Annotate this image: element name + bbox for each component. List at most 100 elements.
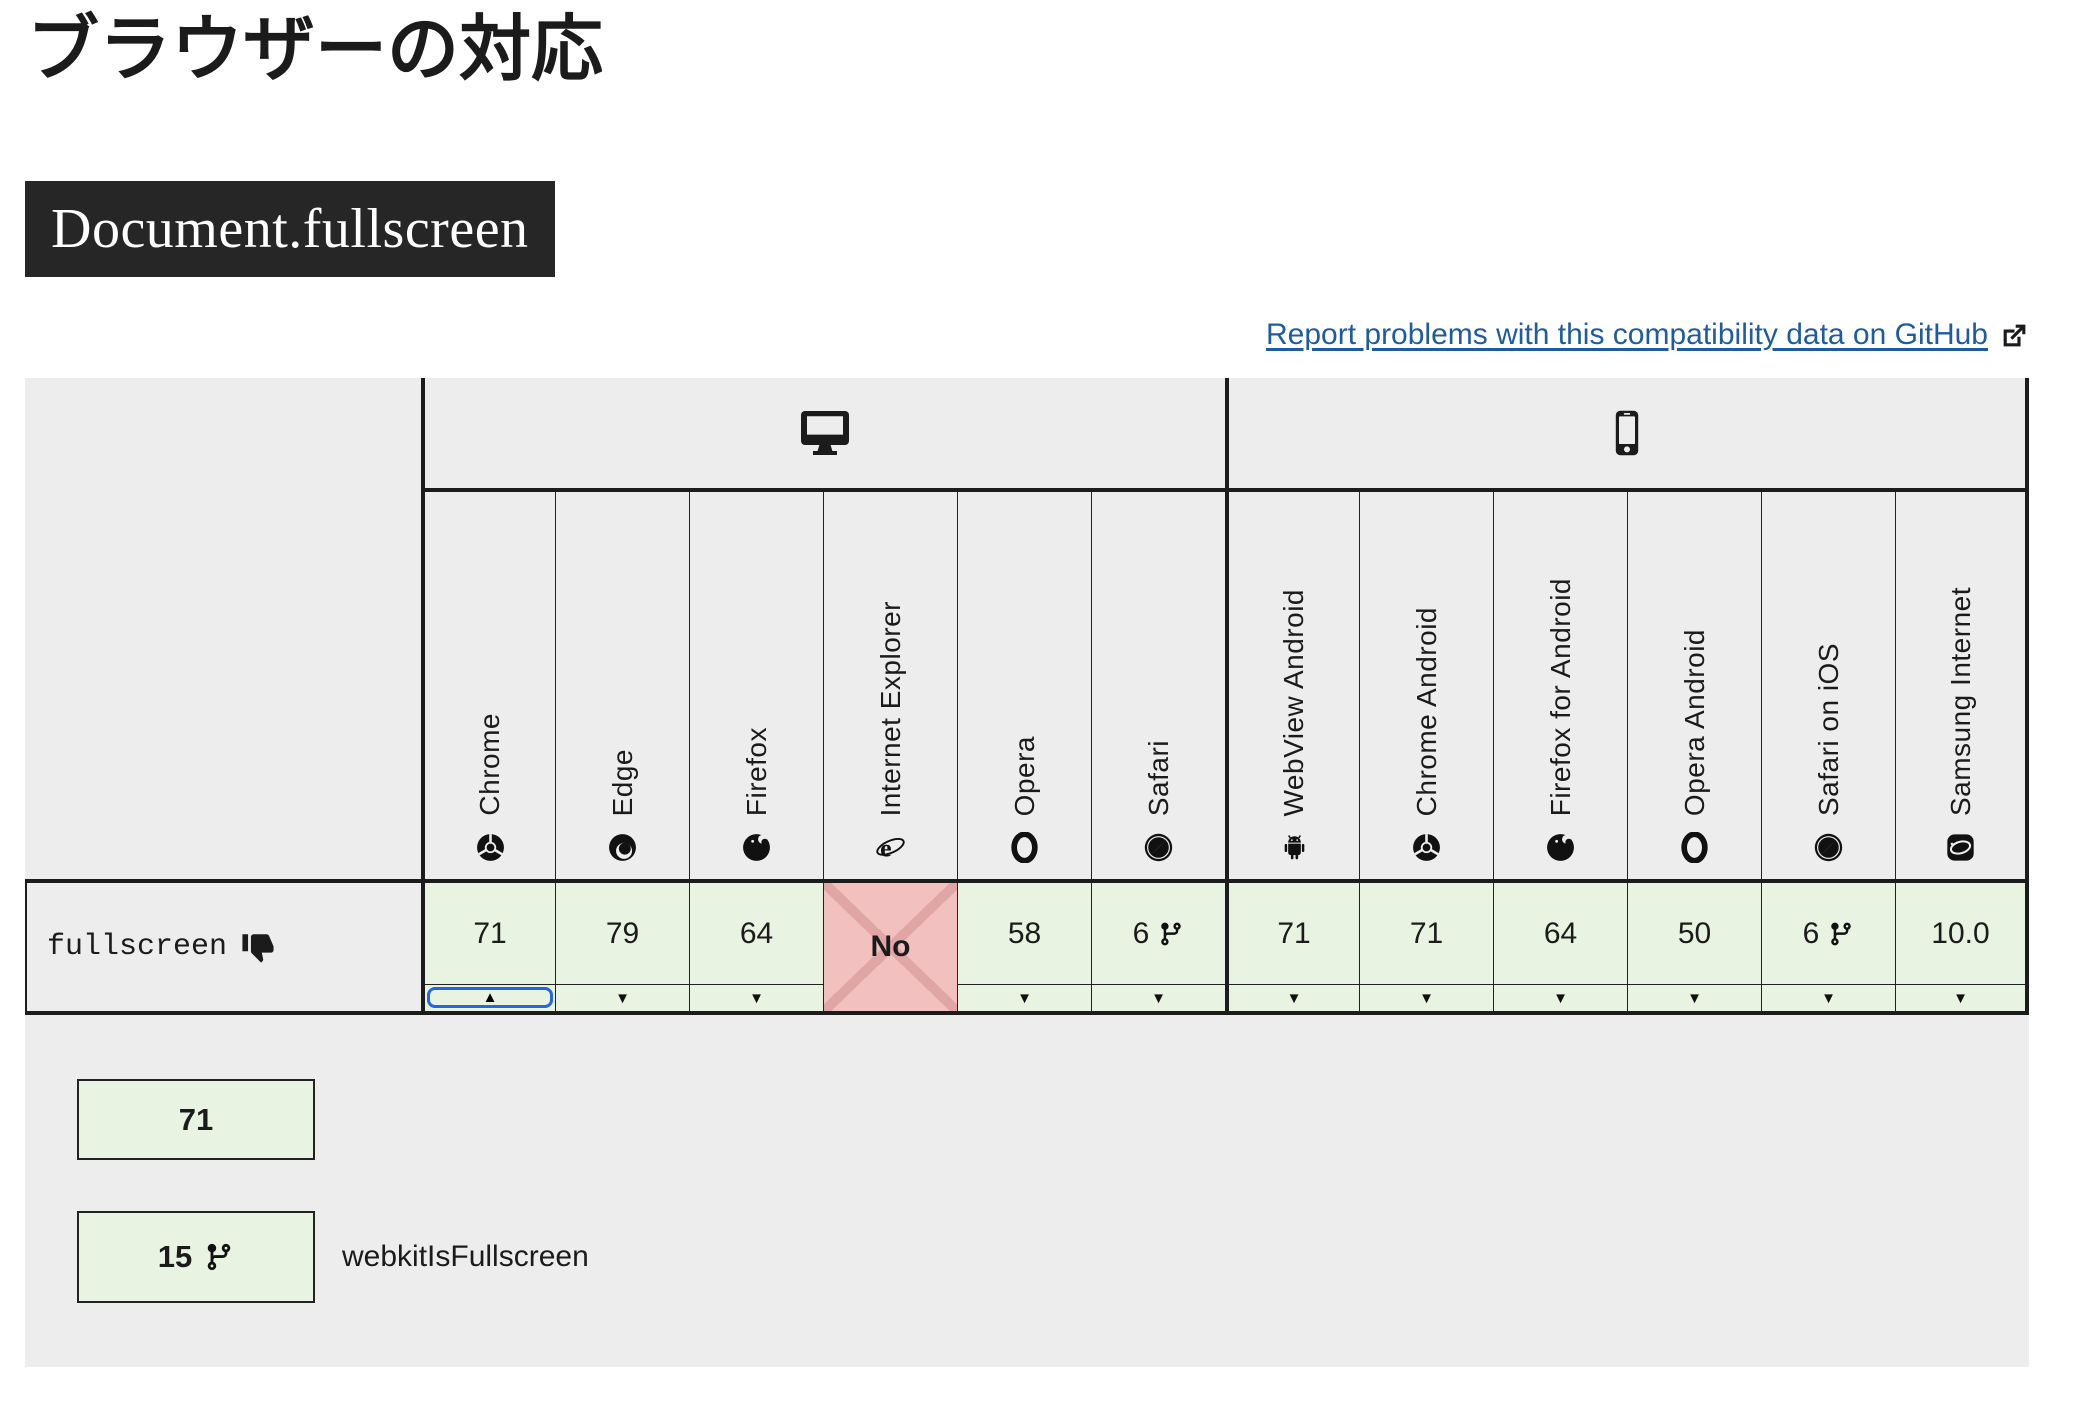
support-version: 79 [605,916,640,950]
expander-cell-opera-android[interactable]: ▼ [1627,985,1761,1015]
alternate-name-icon [1161,922,1182,945]
version-box: 15 [77,1211,315,1303]
corner-blank-cell [25,378,421,492]
support-cell-webview-android[interactable]: 71 [1225,883,1359,985]
triangle-down-icon: ▼ [749,989,764,1007]
support-version: 71 [473,916,507,950]
browser-name: Safari [1142,739,1174,816]
browser-name: Firefox [740,726,772,816]
browser-header-opera-android: Opera Android [1627,492,1761,883]
expander-cell-chrome-android[interactable]: ▼ [1359,985,1493,1015]
platform-header-mobile [1225,378,2029,492]
compat-table: Chrome Edge Firefox [25,378,2029,1015]
triangle-down-icon: ▼ [1687,989,1702,1007]
version-number: 71 [178,1101,214,1137]
api-title-code-box: Document.fullscreen [25,181,555,277]
report-problems-row: Report problems with this compatibility … [1266,318,2029,352]
opera-icon [1011,832,1038,863]
expander-cell-safari-ios[interactable]: ▼ [1761,985,1895,1015]
expander-cell-firefox[interactable]: ▼ [689,985,823,1015]
version-box: 71 [77,1079,315,1160]
mobile-icon [1615,410,1639,456]
support-cell-opera-android[interactable]: 50 [1627,883,1761,985]
triangle-down-icon: ▼ [615,989,630,1007]
browser-name: Edge [606,748,638,816]
triangle-down-icon: ▼ [1151,989,1166,1007]
support-cell-chrome[interactable]: 71 [421,883,555,985]
triangle-down-icon: ▼ [1419,989,1434,1007]
report-problems-link[interactable]: Report problems with this compatibility … [1266,318,1988,351]
browser-name: Firefox for Android [1544,577,1576,816]
page-title: ブラウザーの対応 [27,10,604,90]
browser-header-webview-android: WebView Android [1225,492,1359,883]
external-link-icon [2003,324,2026,346]
support-cell-samsung-internet[interactable]: 10.0 [1895,883,2029,985]
browser-name: Opera Android [1678,628,1710,816]
chrome-icon [476,834,504,861]
browser-name: Samsung Internet [1944,586,1976,816]
expander-cell-samsung-internet[interactable]: ▼ [1895,985,2029,1015]
expander-cell-webview-android[interactable]: ▼ [1225,985,1359,1015]
triangle-down-icon: ▼ [1553,989,1568,1007]
samsung-internet-icon [1947,834,1974,861]
support-version: 64 [1543,916,1578,950]
safari-icon [1144,833,1173,862]
support-cell-firefox[interactable]: 64 [689,883,823,985]
support-version: 71 [1277,916,1311,950]
collapse-button-chrome[interactable]: ▲ [427,987,553,1008]
support-version: 6 [1132,916,1150,950]
support-cell-firefox-android[interactable]: 64 [1493,883,1627,985]
browser-header-samsung-internet: Samsung Internet [1895,492,2029,883]
android-icon [1284,835,1304,860]
browser-header-safari: Safari [1091,492,1225,883]
support-version: No [870,930,911,963]
support-history-item: 71 [77,1015,2029,1160]
support-version: 6 [1802,916,1820,950]
expander-cell-firefox-android[interactable]: ▼ [1493,985,1627,1015]
support-cell-internet-explorer: No [823,883,957,1015]
chrome-icon [1413,834,1440,861]
thumbs-down-deprecated-icon [242,934,274,963]
firefox-icon [1547,834,1574,861]
safari-icon [1814,833,1843,862]
expander-cell-chrome: ▲ [421,985,555,1015]
support-version: 71 [1409,916,1444,950]
feature-header-blank-cell [25,492,421,883]
support-cell-edge[interactable]: 79 [555,883,689,985]
triangle-down-icon: ▼ [1017,989,1032,1007]
support-version: 64 [739,916,774,950]
triangle-down-icon: ▼ [1953,989,1968,1007]
browser-header-internet-explorer: Internet Explorer e [823,492,957,883]
support-cell-chrome-android[interactable]: 71 [1359,883,1493,985]
platform-header-desktop [421,378,1225,492]
expander-cell-opera[interactable]: ▼ [957,985,1091,1015]
browser-name: Internet Explorer [874,600,906,817]
feature-name: fullscreen [47,930,228,964]
support-cell-opera[interactable]: 58 [957,883,1091,985]
alternate-name-label: webkitIsFullscreen [342,1240,589,1273]
browser-header-firefox-android: Firefox for Android [1493,492,1627,883]
browser-header-chrome: Chrome [421,492,555,883]
api-title: Document.fullscreen [51,198,529,260]
support-version: 10.0 [1931,916,1990,950]
browser-name: WebView Android [1278,588,1309,817]
support-history-item: 15 webkitIsFullscreen [77,1211,2029,1303]
expander-cell-safari[interactable]: ▼ [1091,985,1225,1015]
browser-header-edge: Edge [555,492,689,883]
support-version: 50 [1677,916,1712,950]
support-cell-safari[interactable]: 6 [1091,883,1225,985]
alternate-name-icon [207,1243,231,1271]
triangle-down-icon: ▼ [1286,989,1302,1007]
browser-header-chrome-android: Chrome Android [1359,492,1493,883]
expander-cell-edge[interactable]: ▼ [555,985,689,1015]
desktop-icon [801,411,849,455]
support-cell-safari-ios[interactable]: 6 [1761,883,1895,985]
browser-header-safari-ios: Safari on iOS [1761,492,1895,883]
svg-text:e: e [880,834,891,863]
browser-name: Chrome Android [1410,606,1442,816]
feature-row-label: fullscreen [25,883,421,1015]
edge-icon [609,834,636,861]
browser-name: Chrome [474,713,505,816]
browser-header-opera: Opera [957,492,1091,883]
